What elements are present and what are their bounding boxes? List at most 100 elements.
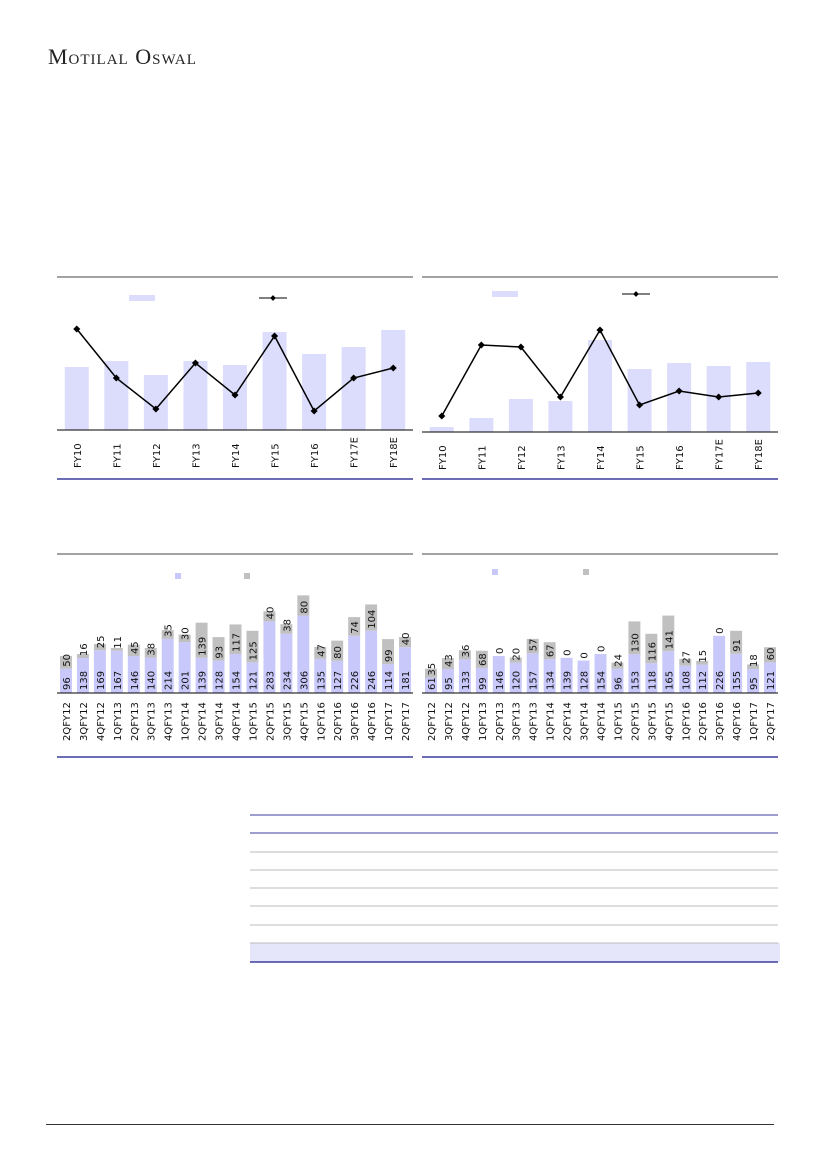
line-point [477,341,485,349]
x-tick-label: 1QFY14 [181,702,192,741]
data-label: 118 [647,671,658,690]
data-label: 112 [698,671,709,690]
data-label: 117 [232,633,243,652]
data-label: 146 [130,671,141,690]
x-tick-label: 2QFY14 [563,702,574,741]
x-tick-label: 4QFY16 [367,702,378,741]
data-label: 135 [316,671,327,690]
data-label: 130 [630,633,641,652]
data-label: 114 [384,671,395,690]
data-label: 246 [367,671,378,690]
bar-segment-2 [127,644,140,657]
x-tick-label: FY11 [112,443,123,468]
x-tick-label: 2QFY14 [198,702,209,741]
data-label: 226 [715,671,726,690]
bar-segment-1 [382,664,395,693]
bar-segment-1 [696,664,709,693]
x-tick-label: 2QFY15 [630,702,641,741]
bar-segment-1 [178,642,191,693]
x-tick-label: 3QFY12 [444,702,455,741]
bar-segment-2 [441,658,454,669]
data-label: 169 [96,671,107,690]
x-tick-label: 2QFY12 [62,702,73,741]
bar-segment-2 [280,624,293,634]
legend-swatch-1 [175,573,181,579]
highlight-row [250,943,780,962]
bar-segment-1 [93,650,106,693]
bar-segment-1 [509,662,522,693]
x-tick-label: 1QFY16 [681,702,692,741]
line-point [556,393,564,401]
data-label: 121 [766,671,777,690]
x-tick-label: 4QFY12 [461,702,472,741]
bar [262,332,287,430]
data-label: 125 [248,641,259,660]
bar-segment-2 [195,622,208,658]
x-tick-label: FY12 [517,445,528,470]
data-label: 40 [265,607,276,620]
data-label: 0 [597,646,608,652]
data-label: 96 [613,677,624,690]
bar [341,347,366,430]
data-label: 25 [96,636,107,649]
data-label: 47 [316,644,327,657]
data-label: 0 [715,627,726,633]
data-label: 50 [62,654,73,667]
data-label: 141 [664,630,675,649]
x-tick-label: 3QFY13 [512,702,523,741]
bar-segment-2 [144,647,157,658]
line-point [754,389,762,397]
data-label: 99 [384,649,395,662]
x-tick-label: 4QFY14 [597,702,608,741]
bar [429,427,454,432]
data-label: 154 [597,671,608,690]
bar-segment-1 [280,633,293,693]
x-tick-label: 1QFY15 [248,702,259,741]
data-label: 128 [215,671,226,690]
x-tick-label: 2QFY17 [766,702,777,741]
data-label: 127 [333,671,344,690]
bar-segment-1 [60,668,72,693]
data-label: 91 [732,639,743,652]
data-label: 214 [164,671,175,690]
bar-segment-1 [161,638,174,693]
data-label: 40 [401,632,412,645]
data-label: 35 [427,663,438,676]
x-tick-label: FY11 [477,445,488,470]
x-tick-label: FY17E [350,437,361,468]
x-tick-label: 4QFY13 [529,702,540,741]
line-point [596,326,604,334]
bar-segment-1 [679,665,692,693]
data-label: 93 [215,646,226,659]
bar-segment-1 [645,663,658,693]
data-label: 153 [630,671,641,690]
bar-segment-1 [577,660,590,693]
bar-segment-1 [713,635,726,693]
data-label: 24 [613,654,624,667]
bar-segment-2 [110,647,123,651]
data-label: 60 [766,648,777,661]
x-tick-label: FY13 [556,445,567,470]
x-tick-label: 4QFY12 [96,702,107,741]
bar [508,399,533,432]
data-label: 146 [495,671,506,690]
x-tick-label: 1QFY15 [613,702,624,741]
bar-segment-1 [365,630,378,693]
bar-segment-2 [263,611,276,622]
bar-segment-2 [365,604,378,631]
bar-segment-1 [425,677,437,693]
x-tick-label: FY17E [715,439,726,470]
data-label: 68 [478,653,489,666]
bar-segment-2 [628,621,641,655]
data-label: 133 [461,671,472,690]
data-label: 121 [248,671,259,690]
data-label: 96 [62,677,73,690]
bar-segment-1 [441,668,454,693]
bar [588,340,612,432]
bar-segment-2 [526,638,539,654]
line-point [152,405,160,413]
data-label: 226 [350,671,361,690]
data-label: 16 [79,643,90,656]
bar-segment-2 [212,637,225,661]
